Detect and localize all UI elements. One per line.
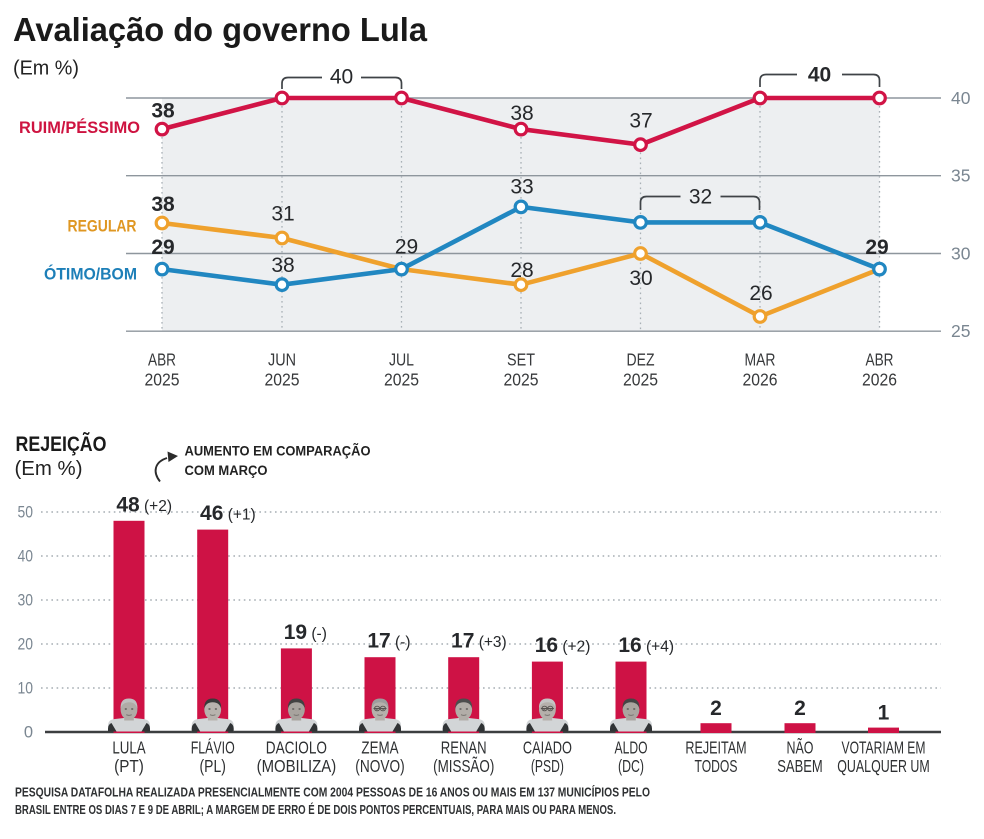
svg-text:PESQUISA DATAFOLHA REALIZADA P: PESQUISA DATAFOLHA REALIZADA PRESENCIALM… — [15, 785, 650, 800]
svg-text:2025: 2025 — [623, 370, 658, 390]
svg-text:29: 29 — [395, 236, 418, 259]
svg-text:40: 40 — [330, 65, 353, 88]
svg-text:2025: 2025 — [384, 370, 419, 390]
svg-text:(+2): (+2) — [144, 498, 172, 515]
svg-text:(Em %): (Em %) — [15, 458, 83, 480]
svg-text:(PSD): (PSD) — [531, 756, 564, 776]
svg-text:38: 38 — [271, 254, 294, 277]
svg-text:(NOVO): (NOVO) — [355, 756, 404, 776]
svg-text:46: 46 — [200, 502, 223, 525]
svg-text:30: 30 — [18, 592, 34, 610]
svg-text:(+3): (+3) — [479, 634, 507, 651]
svg-text:RENAN: RENAN — [441, 738, 487, 758]
svg-text:DACIOLO: DACIOLO — [266, 738, 327, 758]
svg-text:JUL: JUL — [389, 350, 414, 370]
svg-text:ABR: ABR — [866, 350, 894, 370]
svg-text:33: 33 — [510, 176, 533, 199]
svg-text:(DC): (DC) — [618, 756, 644, 776]
svg-text:BRASIL ENTRE OS DIAS 7 E 9 DE: BRASIL ENTRE OS DIAS 7 E 9 DE ABRIL; A M… — [15, 802, 616, 817]
svg-text:MAR: MAR — [745, 350, 776, 370]
svg-text:(-): (-) — [311, 625, 327, 642]
svg-text:38: 38 — [510, 102, 533, 125]
svg-text:CAIADO: CAIADO — [523, 738, 572, 758]
svg-text:37: 37 — [629, 110, 652, 133]
svg-text:25: 25 — [951, 321, 970, 341]
svg-text:NÃO: NÃO — [787, 737, 814, 758]
svg-text:38: 38 — [151, 100, 175, 123]
svg-text:(-): (-) — [395, 634, 411, 651]
svg-text:2026: 2026 — [862, 370, 897, 390]
svg-text:2025: 2025 — [145, 370, 180, 390]
svg-text:(PT): (PT) — [114, 756, 144, 776]
svg-text:32: 32 — [689, 186, 712, 209]
svg-text:2026: 2026 — [743, 370, 778, 390]
svg-text:ABR: ABR — [148, 350, 176, 370]
svg-text:40: 40 — [18, 548, 34, 566]
svg-text:REJEIÇÃO: REJEIÇÃO — [16, 433, 107, 456]
svg-text:TODOS: TODOS — [695, 756, 738, 776]
svg-text:17: 17 — [367, 630, 390, 653]
svg-text:(+4): (+4) — [646, 639, 674, 656]
svg-text:SET: SET — [507, 350, 535, 370]
svg-text:2: 2 — [710, 697, 722, 720]
svg-text:QUALQUER UM: QUALQUER UM — [837, 756, 930, 776]
svg-text:AUMENTO EM COMPARAÇÃO: AUMENTO EM COMPARAÇÃO — [185, 444, 371, 459]
svg-text:(MISSÃO): (MISSÃO) — [433, 755, 494, 776]
svg-text:28: 28 — [510, 259, 533, 282]
svg-text:SABEM: SABEM — [777, 756, 823, 776]
svg-text:(Em %): (Em %) — [13, 58, 79, 80]
svg-text:38: 38 — [151, 193, 175, 216]
svg-text:REGULAR: REGULAR — [68, 217, 137, 236]
svg-text:JUN: JUN — [268, 350, 296, 370]
svg-text:20: 20 — [18, 636, 34, 654]
svg-text:40: 40 — [951, 88, 971, 108]
svg-text:ZEMA: ZEMA — [361, 738, 398, 758]
svg-text:0: 0 — [24, 724, 33, 742]
svg-text:RUIM/PÉSSIMO: RUIM/PÉSSIMO — [19, 118, 140, 137]
svg-text:COM MARÇO: COM MARÇO — [185, 463, 268, 478]
svg-text:DEZ: DEZ — [627, 350, 655, 370]
svg-text:10: 10 — [18, 680, 34, 698]
svg-text:ALDO: ALDO — [615, 738, 648, 758]
svg-text:VOTARIAM EM: VOTARIAM EM — [842, 738, 926, 758]
svg-text:2025: 2025 — [504, 370, 539, 390]
svg-text:(MOBILIZA): (MOBILIZA) — [257, 756, 337, 776]
svg-text:(PL): (PL) — [200, 756, 226, 776]
svg-text:40: 40 — [808, 64, 831, 87]
svg-text:35: 35 — [951, 166, 970, 186]
svg-text:26: 26 — [749, 282, 772, 305]
svg-text:2: 2 — [794, 697, 806, 720]
svg-text:FLÁVIO: FLÁVIO — [191, 738, 235, 758]
svg-text:(+1): (+1) — [228, 507, 256, 524]
svg-text:29: 29 — [151, 236, 174, 259]
svg-text:2025: 2025 — [265, 370, 300, 390]
svg-text:REJEITAM: REJEITAM — [685, 738, 746, 758]
svg-text:16: 16 — [618, 634, 641, 657]
svg-text:29: 29 — [865, 236, 888, 259]
svg-text:(+2): (+2) — [562, 639, 590, 656]
svg-text:19: 19 — [284, 621, 307, 644]
svg-text:1: 1 — [878, 702, 890, 725]
svg-text:16: 16 — [535, 634, 558, 657]
svg-text:ÓTIMO/BOM: ÓTIMO/BOM — [44, 265, 137, 284]
svg-text:30: 30 — [629, 267, 652, 290]
svg-text:50: 50 — [18, 504, 34, 522]
svg-text:LULA: LULA — [112, 738, 146, 758]
svg-text:31: 31 — [271, 203, 294, 226]
svg-text:Avaliação do governo Lula: Avaliação do governo Lula — [13, 11, 428, 48]
svg-text:17: 17 — [451, 630, 474, 653]
svg-text:30: 30 — [951, 243, 971, 263]
svg-text:48: 48 — [116, 493, 140, 516]
